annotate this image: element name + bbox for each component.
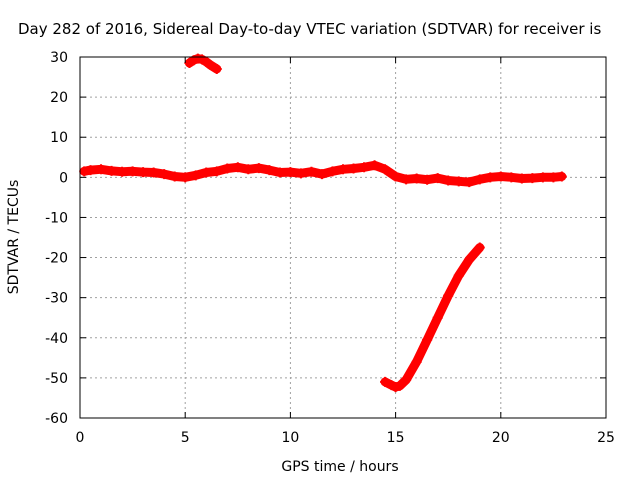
data-point	[485, 172, 496, 183]
plot-frame	[79, 56, 607, 419]
chart-title: Day 282 of 2016, Sidereal Day-to-day VTE…	[18, 20, 601, 38]
data-point	[453, 270, 464, 281]
tick-layer: 0 5 10 15 20 25 -60 -50 -40 -30 -20 -10 0 10 20 30	[45, 50, 615, 446]
data-point	[306, 166, 317, 177]
data-point	[348, 163, 359, 174]
x-tick-label: 5	[181, 430, 190, 446]
grid-layer	[80, 57, 606, 418]
data-point	[464, 177, 475, 188]
data-point	[106, 165, 117, 176]
y-tick-label: -20	[45, 251, 68, 267]
data-point	[79, 166, 90, 177]
data-point	[285, 167, 296, 178]
data-point	[190, 170, 201, 181]
x-tick-label: 10	[281, 430, 299, 446]
data-point	[443, 175, 454, 186]
y-tick-label: -50	[45, 371, 68, 387]
data-point	[432, 173, 443, 184]
data-point	[401, 174, 412, 185]
y-tick-label: -40	[45, 331, 68, 347]
data-point	[232, 162, 243, 173]
data-point	[127, 166, 138, 177]
y-tick-label: -60	[45, 411, 68, 427]
data-layer	[79, 53, 567, 393]
data-point	[394, 380, 405, 391]
data-point	[537, 172, 548, 183]
data-point	[380, 376, 391, 387]
y-tick-label: 30	[50, 50, 68, 66]
data-point	[222, 163, 233, 174]
data-point	[422, 174, 433, 185]
data-point	[180, 172, 191, 183]
data-point	[327, 166, 338, 177]
data-point	[516, 173, 527, 184]
x-axis-label: GPS time / hours	[281, 459, 398, 475]
data-point	[274, 167, 285, 178]
data-point	[548, 172, 559, 183]
data-point	[453, 176, 464, 187]
data-point	[117, 166, 128, 177]
data-point	[316, 169, 327, 180]
data-point	[211, 64, 222, 75]
data-point	[253, 163, 264, 174]
x-tick-label: 25	[597, 430, 615, 446]
data-point	[401, 374, 412, 385]
data-point	[201, 167, 212, 178]
y-tick-label: -30	[45, 291, 68, 307]
data-point	[369, 160, 380, 171]
data-point	[474, 174, 485, 185]
data-point	[411, 173, 422, 184]
data-point	[495, 171, 506, 182]
data-point	[432, 312, 443, 323]
data-point	[169, 171, 180, 182]
data-point	[205, 60, 216, 71]
data-point	[359, 162, 370, 173]
data-point	[390, 171, 401, 182]
data-point	[138, 167, 149, 178]
y-tick-label: 0	[59, 170, 68, 186]
data-point	[243, 164, 254, 175]
data-point	[464, 254, 475, 265]
data-point	[338, 164, 348, 175]
data-point	[380, 164, 391, 175]
data-point	[85, 165, 96, 176]
data-point	[506, 172, 517, 183]
data-point	[211, 166, 222, 177]
data-point	[148, 167, 159, 178]
y-tick-label: 10	[50, 130, 68, 146]
data-point	[96, 164, 107, 175]
data-point	[159, 169, 170, 180]
data-point	[295, 168, 306, 179]
data-point	[443, 290, 454, 301]
y-tick-label: 20	[50, 90, 68, 106]
x-tick-label: 20	[492, 430, 510, 446]
x-tick-label: 15	[387, 430, 405, 446]
data-point	[527, 173, 538, 184]
x-tick-label: 0	[76, 430, 85, 446]
data-point	[411, 356, 422, 367]
y-axis-label: SDTVAR / TECUs	[6, 180, 22, 295]
data-point	[474, 242, 485, 253]
data-point	[556, 171, 567, 182]
data-point	[422, 334, 433, 345]
data-point	[264, 165, 275, 176]
y-tick-label: -10	[45, 210, 68, 226]
